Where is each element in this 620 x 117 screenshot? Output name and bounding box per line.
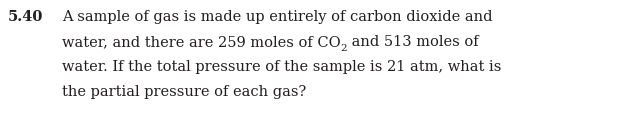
Text: the partial pressure of each gas?: the partial pressure of each gas? xyxy=(62,85,306,99)
Text: 5.40: 5.40 xyxy=(8,10,43,24)
Text: A sample of gas is made up entirely of carbon dioxide and: A sample of gas is made up entirely of c… xyxy=(62,10,492,24)
Text: 2: 2 xyxy=(341,44,347,53)
Text: water. If the total pressure of the sample is 21 atm, what is: water. If the total pressure of the samp… xyxy=(62,60,502,74)
Text: and 513 moles of: and 513 moles of xyxy=(347,35,479,49)
Text: water, and there are 259 moles of CO: water, and there are 259 moles of CO xyxy=(62,35,341,49)
